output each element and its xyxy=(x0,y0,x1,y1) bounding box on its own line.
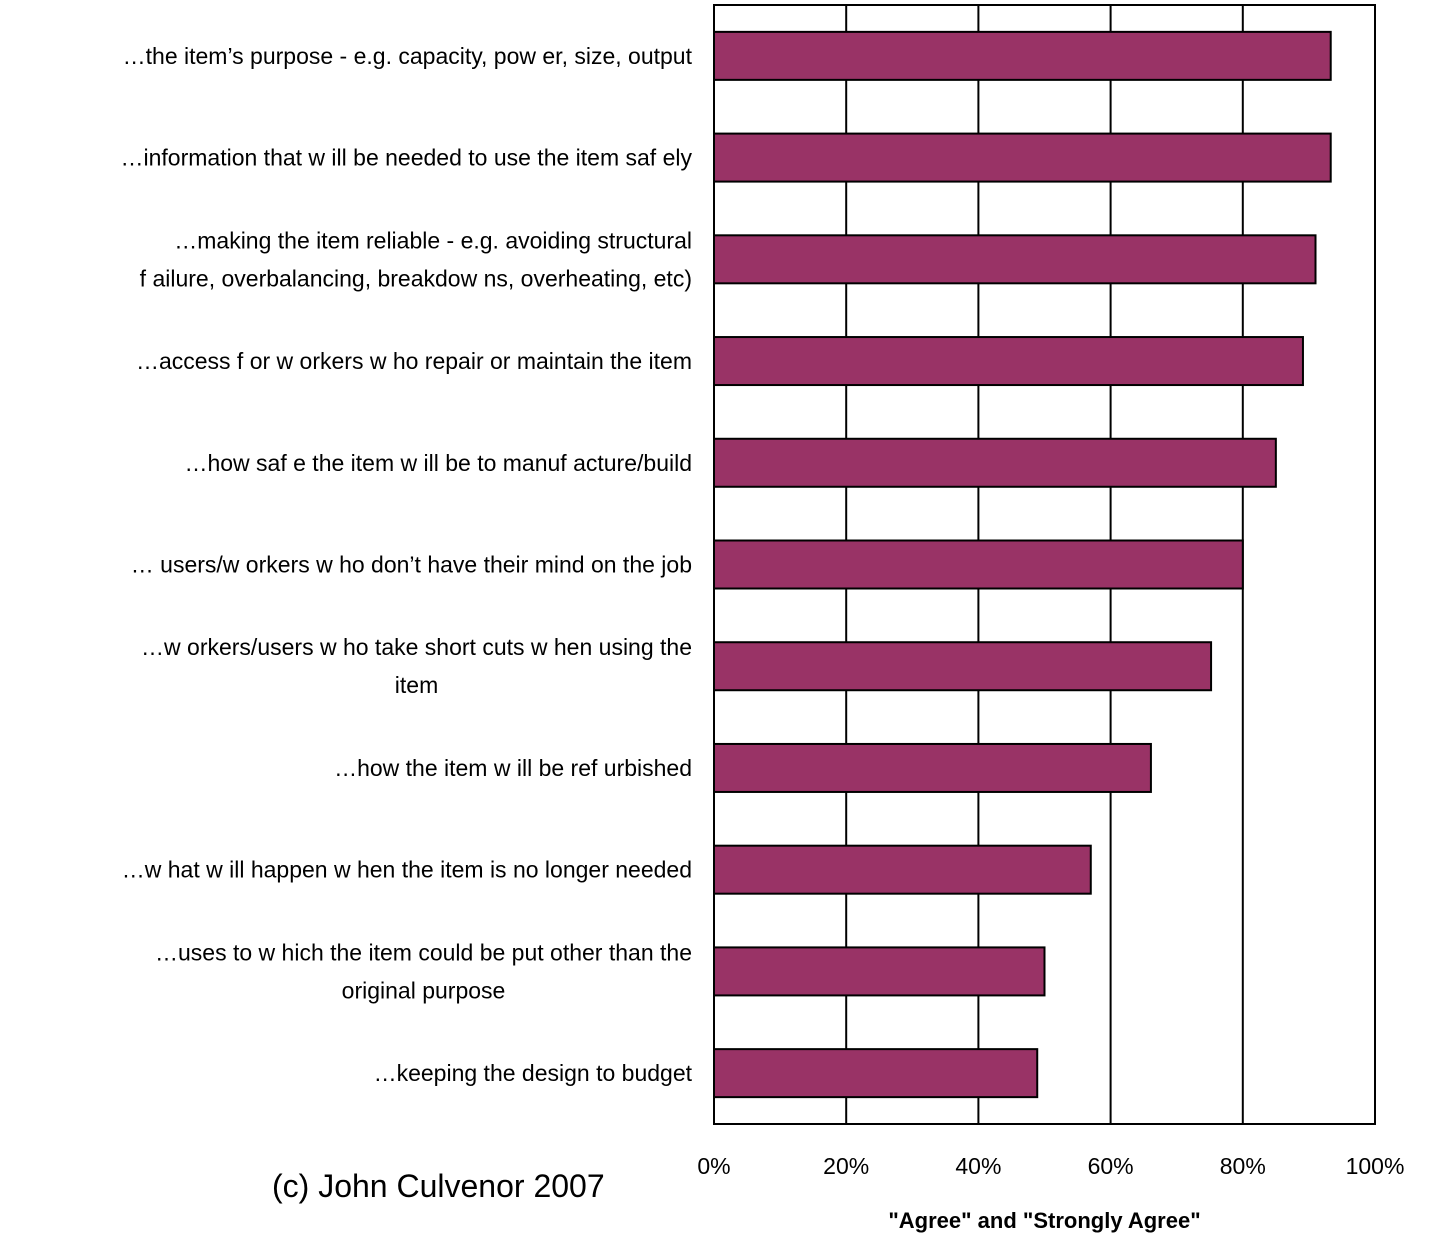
category-label: …keeping the design to budget xyxy=(374,1060,693,1086)
bar xyxy=(713,946,1046,997)
bar xyxy=(713,641,1213,692)
x-tick-labels: 0% 20% 40% 60% 80% 100% xyxy=(697,1153,1404,1179)
bar xyxy=(713,742,1152,793)
category-label: …how the item w ill be ref urbished xyxy=(334,755,692,781)
category-label: …how saf e the item w ill be to manuf ac… xyxy=(184,450,692,476)
bar xyxy=(713,1048,1039,1099)
category-label: …the item’s purpose - e.g. capacity, pow… xyxy=(123,43,693,69)
category-labels: …the item’s purpose - e.g. capacity, pow… xyxy=(121,43,693,1086)
bar xyxy=(713,844,1092,895)
plot-frame xyxy=(713,4,1376,1125)
copyright-credit: (c) John Culvenor 2007 xyxy=(272,1168,605,1204)
bar xyxy=(713,336,1304,387)
bar xyxy=(713,132,1332,183)
x-axis-title: "Agree" and "Strongly Agree" xyxy=(888,1208,1200,1233)
x-tick-label: 100% xyxy=(1346,1153,1405,1179)
x-tick-label: 0% xyxy=(697,1153,730,1179)
x-tick-label: 40% xyxy=(955,1153,1001,1179)
category-label: … users/w orkers w ho don’t have their m… xyxy=(131,552,692,578)
bars xyxy=(713,30,1332,1099)
category-label: …w orkers/users w ho take short cuts w h… xyxy=(141,634,692,698)
category-label: …information that w ill be needed to use… xyxy=(121,145,693,171)
category-label: …w hat w ill happen w hen the item is no… xyxy=(122,857,692,883)
x-tick-label: 60% xyxy=(1088,1153,1134,1179)
category-label: …uses to w hich the item could be put ot… xyxy=(155,939,692,1003)
bar xyxy=(713,539,1244,590)
category-label: …making the item reliable - e.g. avoidin… xyxy=(140,227,692,291)
bar xyxy=(713,30,1332,81)
x-tick-label: 80% xyxy=(1220,1153,1266,1179)
x-tick-label: 20% xyxy=(823,1153,869,1179)
bar xyxy=(713,234,1317,285)
bar xyxy=(713,437,1277,488)
category-label: …access f or w orkers w ho repair or mai… xyxy=(136,348,692,374)
